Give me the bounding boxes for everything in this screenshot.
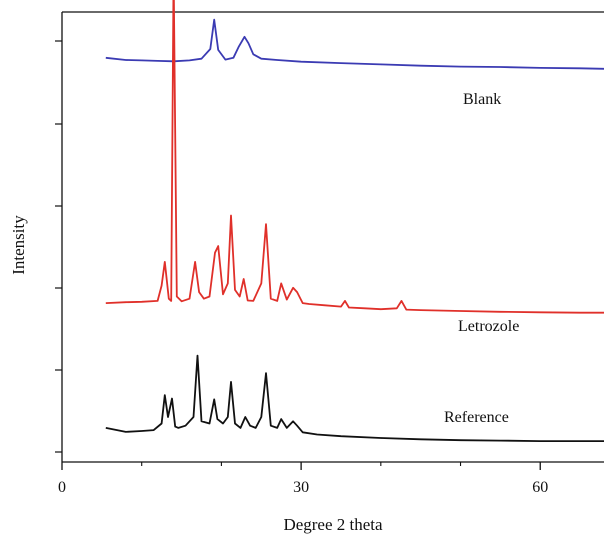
annotation-blank: Blank bbox=[463, 91, 501, 108]
series-line-reference bbox=[105, 354, 604, 443]
x-tick-label-30: 30 bbox=[293, 479, 309, 496]
series-line-blank bbox=[105, 18, 604, 70]
series-layer bbox=[105, 0, 604, 443]
series-line-letrozole bbox=[105, 0, 604, 314]
annotation-reference: Reference bbox=[444, 409, 509, 426]
y-axis-label: Intensity bbox=[9, 215, 28, 275]
labels: Degree 2 theta Intensity Blank Letrozole… bbox=[9, 91, 519, 534]
x-axis-label: Degree 2 theta bbox=[283, 515, 383, 534]
x-tick-label-0: 0 bbox=[58, 479, 66, 496]
axes: 0 30 60 bbox=[55, 11, 604, 496]
x-tick-label-60: 60 bbox=[532, 479, 548, 496]
annotation-letrozole: Letrozole bbox=[458, 318, 519, 335]
